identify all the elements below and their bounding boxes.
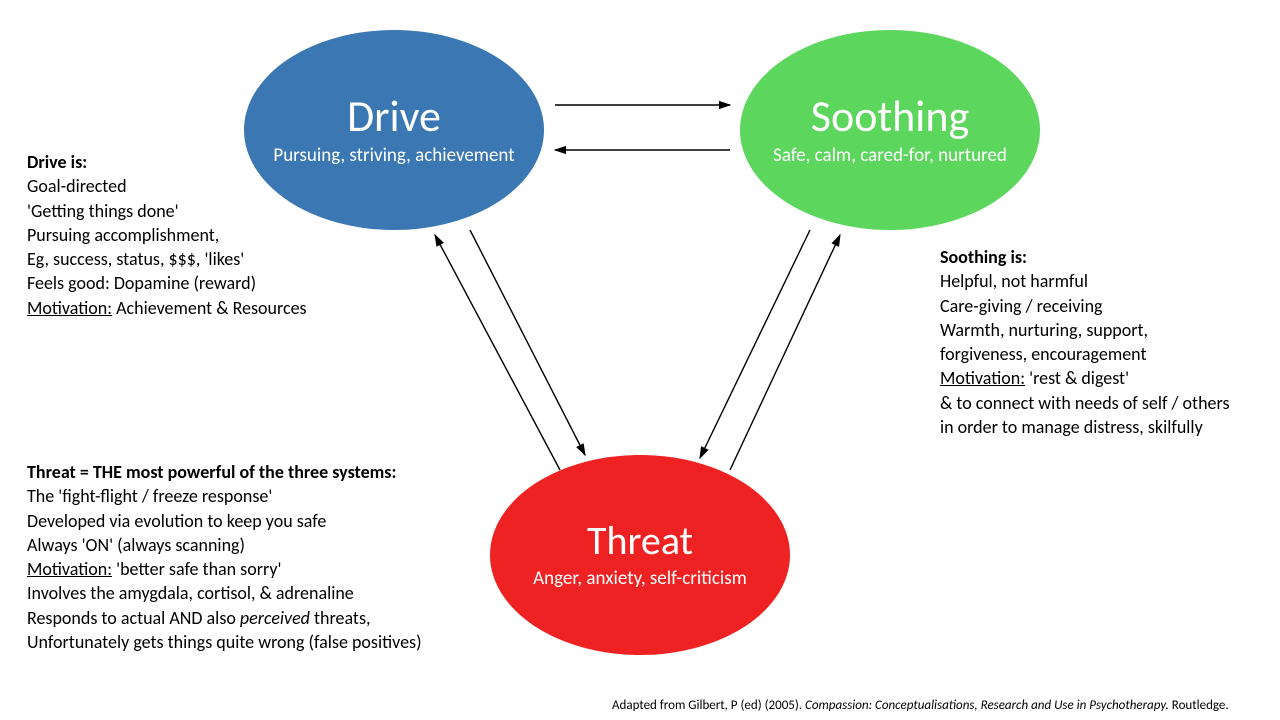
drive-description: Drive is: Goal-directed 'Getting things … (27, 150, 307, 320)
threat-desc-line: Involves the amygdala, cortisol, & adren… (27, 581, 422, 605)
threat-desc-motivation: Motivation: 'better safe than sorry' (27, 557, 422, 581)
soothing-subtitle: Safe, calm, cared-for, nurtured (773, 144, 1007, 168)
soothing-desc-line: & to connect with needs of self / others (940, 391, 1230, 415)
threat-desc-line: Unfortunately gets things quite wrong (f… (27, 630, 422, 654)
arrow-drive-to-threat (470, 230, 585, 455)
soothing-desc-line: Care-giving / receiving (940, 294, 1230, 318)
soothing-desc-line: Warmth, nurturing, support, (940, 318, 1230, 342)
drive-desc-line: 'Getting things done' (27, 199, 307, 223)
soothing-description: Soothing is: Helpful, not harmful Care-g… (940, 245, 1230, 439)
citation: Adapted from Gilbert, P (ed) (2005). Com… (612, 698, 1229, 713)
threat-desc-line: Responds to actual AND also perceived th… (27, 606, 422, 630)
threat-desc-line: Developed via evolution to keep you safe (27, 509, 422, 533)
threat-subtitle: Anger, anxiety, self-criticism (533, 567, 747, 591)
drive-subtitle: Pursuing, striving, achievement (273, 144, 514, 168)
soothing-desc-heading: Soothing is: (940, 245, 1230, 269)
threat-node: Threat Anger, anxiety, self-criticism (490, 455, 790, 655)
soothing-node: Soothing Safe, calm, cared-for, nurtured (740, 30, 1040, 230)
threat-desc-line: Always 'ON' (always scanning) (27, 533, 422, 557)
threat-description: Threat = THE most powerful of the three … (27, 460, 422, 654)
threat-desc-heading: Threat = THE most powerful of the three … (27, 460, 422, 484)
arrow-soothing-to-threat (700, 230, 810, 458)
drive-desc-line: Pursuing accomplishment, (27, 223, 307, 247)
soothing-desc-line: in order to manage distress, skilfully (940, 415, 1230, 439)
threat-desc-line: The 'fight-flight / freeze response' (27, 484, 422, 508)
threat-title: Threat (587, 519, 693, 563)
arrow-threat-to-drive (435, 235, 560, 470)
drive-title: Drive (347, 92, 441, 140)
arrow-threat-to-soothing (730, 235, 840, 470)
drive-desc-heading: Drive is: (27, 150, 307, 174)
soothing-desc-line: Helpful, not harmful (940, 269, 1230, 293)
drive-desc-line: Feels good: Dopamine (reward) (27, 271, 307, 295)
drive-desc-line: Eg, success, status, $$$, 'likes' (27, 247, 307, 271)
soothing-desc-motivation: Motivation: 'rest & digest' (940, 366, 1230, 390)
soothing-desc-line: forgiveness, encouragement (940, 342, 1230, 366)
drive-desc-motivation: Motivation: Achievement & Resources (27, 296, 307, 320)
drive-desc-line: Goal-directed (27, 174, 307, 198)
soothing-title: Soothing (811, 92, 969, 140)
